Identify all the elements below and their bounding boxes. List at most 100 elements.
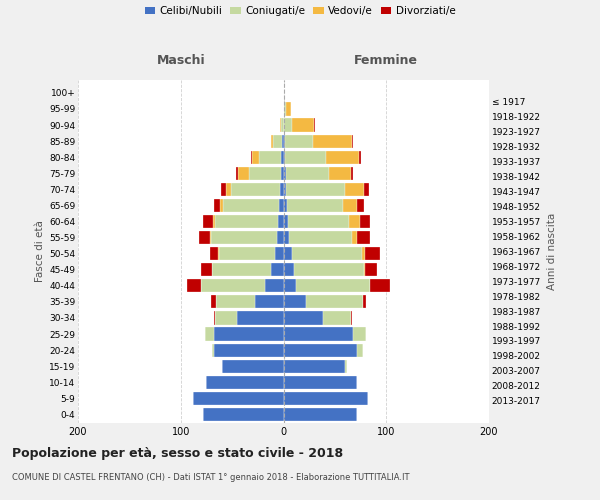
Bar [265, 279, 284, 292]
Bar [187, 279, 202, 292]
Bar [205, 328, 214, 340]
Bar [284, 247, 292, 260]
Text: Maschi: Maschi [157, 54, 205, 67]
Bar [284, 392, 368, 405]
Bar [231, 182, 280, 196]
Bar [202, 263, 212, 276]
Bar [284, 182, 286, 196]
Bar [358, 231, 370, 244]
Bar [286, 182, 345, 196]
Bar [281, 150, 284, 164]
Bar [359, 150, 361, 164]
Bar [223, 199, 280, 212]
Bar [238, 166, 248, 180]
Text: COMUNE DI CASTEL FRENTANO (CH) - Dati ISTAT 1° gennaio 2018 - Elaborazione TUTTI: COMUNE DI CASTEL FRENTANO (CH) - Dati IS… [12, 472, 409, 482]
Bar [352, 166, 353, 180]
Bar [214, 328, 284, 340]
Bar [284, 296, 306, 308]
Bar [211, 231, 277, 244]
Bar [280, 118, 281, 132]
Bar [287, 215, 349, 228]
Bar [284, 166, 286, 180]
Bar [284, 150, 326, 164]
Bar [218, 247, 219, 260]
Bar [292, 247, 362, 260]
Bar [220, 199, 223, 212]
Bar [284, 344, 358, 356]
Bar [352, 134, 353, 147]
Bar [286, 102, 290, 116]
Bar [292, 118, 314, 132]
Bar [212, 263, 271, 276]
Bar [365, 247, 380, 260]
Bar [352, 231, 358, 244]
Y-axis label: Fasce di età: Fasce di età [35, 220, 45, 282]
Bar [326, 150, 359, 164]
Bar [284, 102, 286, 116]
Bar [286, 166, 329, 180]
Bar [209, 231, 211, 244]
Bar [202, 279, 265, 292]
Bar [203, 215, 212, 228]
Bar [212, 344, 214, 356]
Bar [278, 215, 284, 228]
Bar [284, 215, 287, 228]
Bar [222, 360, 284, 373]
Bar [281, 166, 284, 180]
Text: Femmine: Femmine [354, 54, 418, 67]
Bar [209, 247, 218, 260]
Bar [358, 344, 362, 356]
Bar [284, 408, 358, 421]
Bar [273, 134, 283, 147]
Bar [364, 182, 369, 196]
Bar [219, 247, 275, 260]
Bar [221, 182, 226, 196]
Bar [215, 296, 255, 308]
Bar [214, 344, 284, 356]
Bar [212, 215, 215, 228]
Bar [345, 182, 364, 196]
Bar [362, 247, 365, 260]
Bar [203, 408, 284, 421]
Bar [214, 199, 220, 212]
Bar [193, 392, 284, 405]
Bar [294, 263, 364, 276]
Bar [215, 312, 237, 324]
Bar [284, 263, 294, 276]
Bar [214, 312, 215, 324]
Bar [237, 312, 284, 324]
Bar [271, 134, 273, 147]
Bar [259, 150, 281, 164]
Bar [284, 376, 358, 389]
Bar [284, 231, 289, 244]
Bar [284, 118, 292, 132]
Y-axis label: Anni di nascita: Anni di nascita [547, 212, 557, 290]
Bar [283, 134, 284, 147]
Bar [313, 134, 352, 147]
Bar [329, 166, 352, 180]
Bar [370, 279, 391, 292]
Bar [236, 166, 238, 180]
Bar [280, 182, 284, 196]
Bar [364, 263, 365, 276]
Bar [323, 312, 352, 324]
Bar [284, 199, 287, 212]
Bar [284, 360, 345, 373]
Bar [211, 296, 215, 308]
Bar [226, 182, 231, 196]
Bar [284, 134, 313, 147]
Bar [255, 296, 284, 308]
Bar [215, 215, 278, 228]
Bar [199, 231, 209, 244]
Bar [206, 376, 284, 389]
Bar [271, 263, 284, 276]
Bar [280, 199, 284, 212]
Bar [349, 215, 359, 228]
Bar [359, 215, 370, 228]
Bar [343, 199, 358, 212]
Legend: Celibi/Nubili, Coniugati/e, Vedovi/e, Divorziati/e: Celibi/Nubili, Coniugati/e, Vedovi/e, Di… [142, 2, 458, 19]
Bar [251, 150, 259, 164]
Bar [284, 328, 353, 340]
Bar [248, 166, 281, 180]
Bar [306, 296, 362, 308]
